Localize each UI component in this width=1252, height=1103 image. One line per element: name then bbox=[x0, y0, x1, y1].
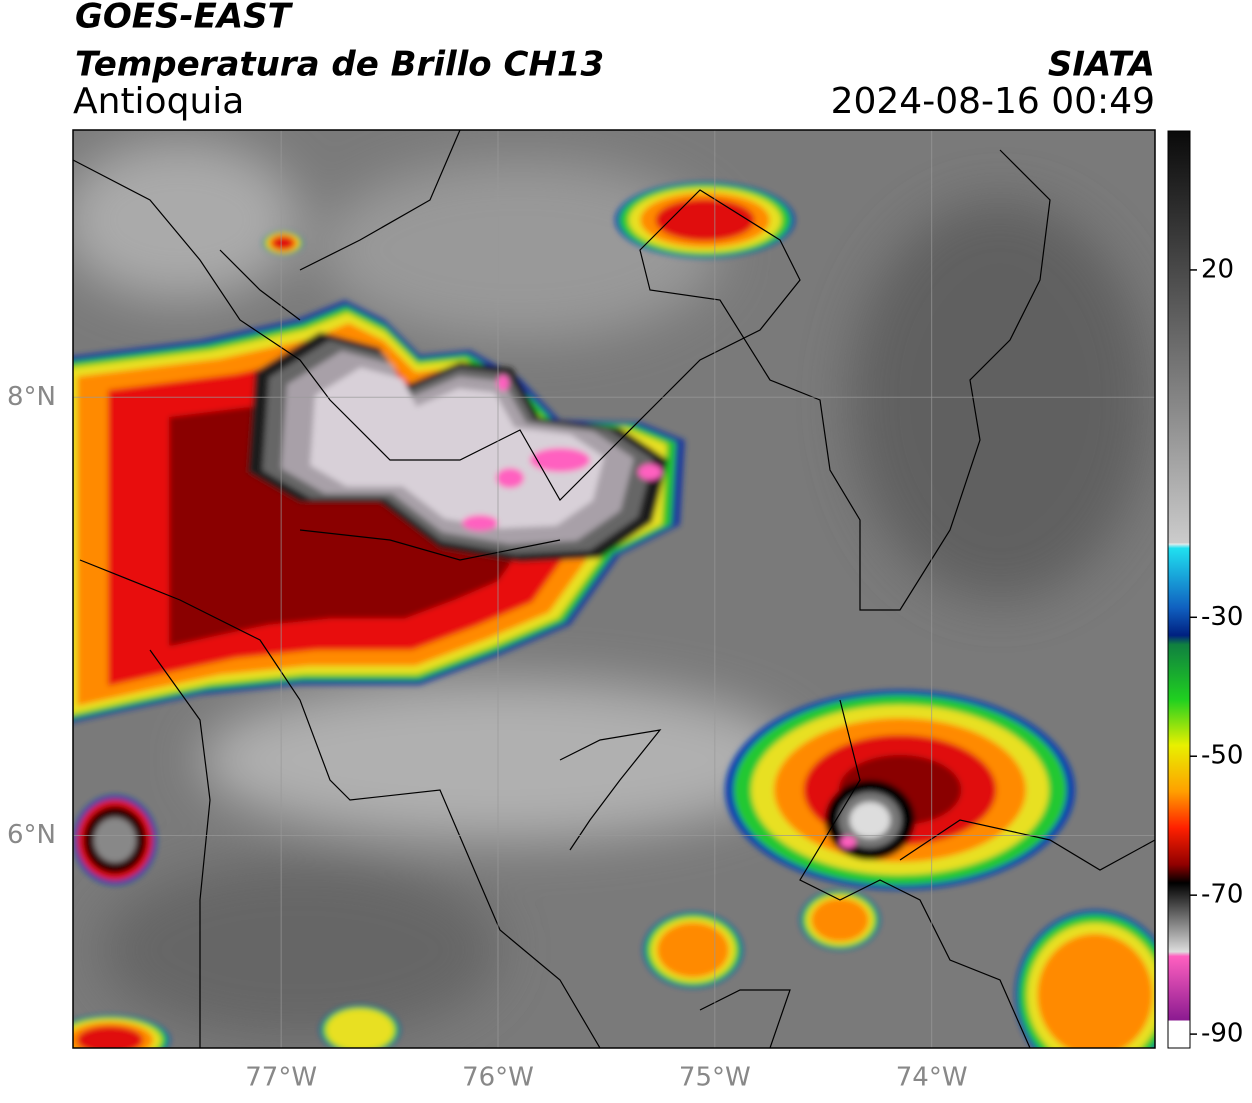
cloud-layer bbox=[497, 375, 509, 391]
colorbar-tick-label: -30 bbox=[1201, 602, 1243, 632]
colorbar-tick-label: -90 bbox=[1201, 1019, 1243, 1049]
title: GOES-EAST bbox=[75, 0, 294, 37]
cloud-layer bbox=[326, 1008, 394, 1048]
ticks: 77°W 76°W 75°W 74°W 8°N 6°N 20 -30 -50 -70 -90 bbox=[7, 254, 1243, 1092]
colorbar-tick-label: 20 bbox=[1201, 254, 1234, 284]
colorbar-tick-label: -50 bbox=[1201, 741, 1243, 771]
grid bbox=[73, 130, 1155, 1048]
map-image bbox=[73, 130, 1155, 1048]
cloud-layer bbox=[638, 464, 662, 480]
borders bbox=[73, 130, 1155, 1048]
y-tick-label: 6°N bbox=[7, 820, 56, 850]
x-tick-label: 74°W bbox=[896, 1063, 968, 1093]
map-frame bbox=[72, 129, 1156, 1049]
y-tick-label: 8°N bbox=[7, 382, 56, 412]
border-line bbox=[73, 149, 1051, 611]
clouds bbox=[73, 182, 1155, 1048]
cloud-layer bbox=[849, 802, 891, 838]
cloud-layer bbox=[94, 817, 136, 863]
cloud-layer bbox=[496, 468, 524, 488]
cloud-layer bbox=[657, 922, 729, 978]
colorbar-tick-label: -70 bbox=[1201, 880, 1243, 910]
x-tick-label: 77°W bbox=[245, 1063, 317, 1093]
cloud-layer bbox=[272, 236, 294, 250]
border-line bbox=[149, 529, 561, 1048]
cloud-layer bbox=[530, 448, 590, 472]
cloud-layer bbox=[840, 836, 856, 848]
region: Antioquia bbox=[73, 81, 244, 122]
cloud-layer bbox=[310, 367, 605, 529]
border-line bbox=[799, 699, 1155, 1048]
datetime: 2024-08-16 00:49 bbox=[831, 81, 1155, 122]
border-line bbox=[299, 130, 791, 1048]
border-line bbox=[79, 249, 601, 1048]
source: SIATA bbox=[1048, 45, 1155, 85]
cloud-layer bbox=[1037, 933, 1153, 1048]
x-tick-label: 75°W bbox=[679, 1063, 751, 1093]
cloud-layer bbox=[77, 1026, 143, 1048]
subtitle: Temperatura de Brillo CH13 bbox=[75, 45, 604, 85]
x-tick-label: 76°W bbox=[462, 1063, 534, 1093]
cloud-layer bbox=[811, 898, 869, 942]
cloud-layer bbox=[462, 515, 498, 531]
colorbar bbox=[1167, 130, 1191, 1049]
